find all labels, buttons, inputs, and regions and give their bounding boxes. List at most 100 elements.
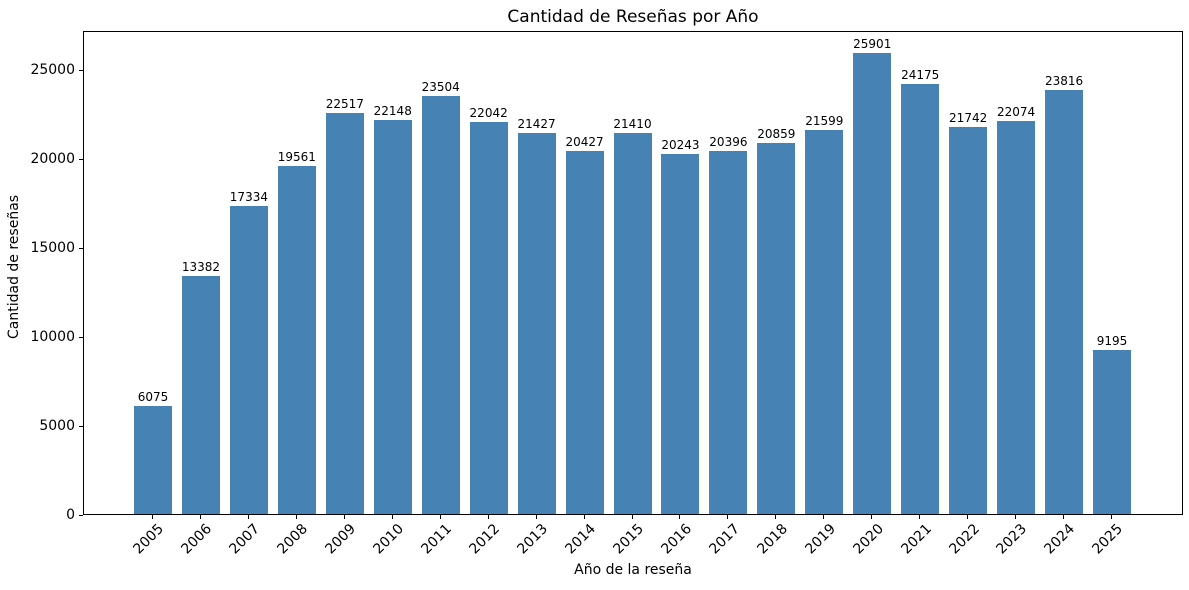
bar-value-label-2018: 20859: [757, 126, 796, 141]
x-tick-label-2005: 2005: [130, 521, 168, 558]
y-tick-label-0: 0: [66, 507, 75, 523]
bar-value-label-2013: 21427: [517, 116, 556, 131]
bar-value-label-2021: 24175: [901, 67, 940, 82]
x-tick-label-2009: 2009: [322, 521, 360, 558]
bar-2022: [949, 127, 988, 514]
y-tick-mark: [79, 70, 83, 72]
x-tick-label-2023: 2023: [993, 521, 1031, 558]
x-tick-mark: [583, 515, 585, 519]
x-tick-mark: [775, 515, 777, 519]
bar-value-label-2010: 22148: [373, 103, 412, 118]
bar-value-label-2012: 22042: [469, 105, 508, 120]
bar-2007: [229, 205, 268, 514]
y-tick-label-15000: 15000: [30, 240, 75, 257]
bar-value-label-2025: 9195: [1096, 334, 1128, 349]
bar-2015: [613, 133, 652, 514]
x-tick-mark: [679, 515, 681, 519]
bar-2010: [373, 119, 412, 514]
bar-value-label-2023: 22074: [997, 105, 1036, 120]
x-tick-mark: [487, 515, 489, 519]
bar-value-label-2015: 21410: [613, 117, 652, 132]
x-tick-label-2008: 2008: [274, 521, 312, 558]
bar-value-label-2011: 23504: [421, 79, 460, 94]
bar-value-label-2009: 22517: [325, 97, 364, 112]
y-tick-label-5000: 5000: [39, 418, 75, 435]
y-tick-mark: [79, 426, 83, 428]
x-tick-mark: [871, 515, 873, 519]
bar-value-label-2007: 17334: [229, 189, 268, 204]
bar-2023: [997, 121, 1036, 514]
bar-value-label-2008: 19561: [277, 149, 316, 164]
bar-2020: [853, 53, 892, 514]
x-tick-mark: [1015, 515, 1017, 519]
x-tick-mark: [535, 515, 537, 519]
x-tick-mark: [247, 515, 249, 519]
x-tick-label-2012: 2012: [466, 521, 503, 558]
bar-2006: [181, 275, 220, 514]
x-tick-mark: [823, 515, 825, 519]
bar-value-label-2019: 21599: [805, 113, 844, 128]
x-tick-label-2024: 2024: [1041, 521, 1079, 558]
bar-value-label-2017: 20396: [709, 135, 748, 150]
x-tick-mark: [631, 515, 633, 519]
x-tick-label-2021: 2021: [898, 521, 935, 558]
x-tick-mark: [727, 515, 729, 519]
y-tick-mark: [79, 159, 83, 161]
bar-2011: [421, 95, 460, 514]
x-tick-mark: [295, 515, 297, 519]
plot-area: 6075 13382 17334 19561 22517 22148 23504 22042 2…: [83, 31, 1183, 515]
y-tick-label-20000: 20000: [30, 151, 75, 168]
bar-value-label-2024: 23816: [1044, 74, 1084, 89]
y-tick-label-25000: 25000: [30, 62, 75, 79]
x-axis-label: Año de la reseña: [574, 562, 692, 578]
x-tick-mark: [199, 515, 201, 519]
x-tick-label-2017: 2017: [706, 521, 743, 558]
x-tick-label-2011: 2011: [418, 521, 456, 558]
bar-value-label-2014: 20427: [565, 134, 604, 149]
bar-2014: [565, 150, 604, 514]
x-tick-label-2007: 2007: [226, 521, 264, 558]
bar-2017: [709, 151, 748, 514]
y-tick-mark: [79, 515, 83, 516]
x-tick-label-2020: 2020: [850, 521, 887, 558]
x-tick-label-2022: 2022: [945, 521, 983, 558]
y-tick-label-10000: 10000: [30, 329, 75, 346]
x-tick-label-2014: 2014: [562, 521, 599, 558]
bar-value-label-2020: 25901: [853, 37, 892, 52]
bar-2018: [757, 142, 796, 514]
bar-2024: [1045, 90, 1084, 514]
bar-value-label-2005: 6075: [137, 389, 169, 404]
bar-value-label-2006: 13382: [181, 259, 221, 274]
x-tick-mark: [967, 515, 969, 519]
x-tick-mark: [919, 515, 921, 519]
bar-2016: [661, 153, 700, 514]
y-axis-label: Cantidad de reseñas: [6, 194, 22, 339]
x-tick-mark: [343, 515, 345, 519]
x-tick-label-2019: 2019: [802, 521, 839, 558]
bar-2021: [901, 83, 940, 514]
x-tick-label-2025: 2025: [1089, 521, 1127, 558]
x-tick-mark: [152, 515, 153, 519]
x-tick-label-2018: 2018: [754, 521, 791, 558]
x-tick-label-2013: 2013: [514, 521, 551, 558]
x-tick-label-2016: 2016: [658, 521, 695, 558]
bar-2019: [805, 129, 844, 514]
x-tick-mark: [391, 515, 393, 519]
bar-value-label-2016: 20243: [661, 137, 700, 152]
bar-2009: [325, 113, 364, 514]
x-tick-label-2010: 2010: [370, 521, 408, 558]
x-tick-mark: [1063, 515, 1065, 519]
chart-title: Cantidad de Reseñas por Año: [507, 7, 759, 27]
y-tick-mark: [79, 248, 83, 250]
bar-2025: [1093, 350, 1131, 514]
bar-2013: [517, 132, 556, 514]
x-tick-mark: [439, 515, 441, 519]
x-tick-mark: [1111, 515, 1112, 519]
bar-2008: [277, 165, 316, 514]
x-tick-label-2015: 2015: [610, 521, 647, 558]
bar-2005: [134, 405, 172, 514]
y-tick-mark: [79, 337, 83, 339]
x-tick-label-2006: 2006: [178, 521, 216, 558]
bar-2012: [469, 121, 508, 514]
